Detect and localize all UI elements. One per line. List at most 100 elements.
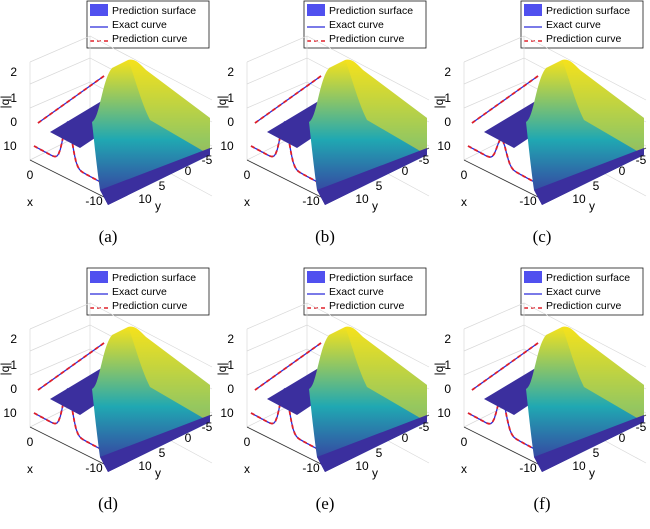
legend-swatch-surface <box>307 271 325 283</box>
surface-ridge-highlight <box>345 326 427 422</box>
legend-label: Exact curve <box>112 19 167 31</box>
y-tick-label: 5 <box>159 446 166 460</box>
panel-caption: (f) <box>534 494 551 513</box>
grid-line <box>523 35 647 101</box>
surface-front-plane <box>317 415 427 472</box>
legend-label: Exact curve <box>546 19 601 31</box>
surface-ridge-highlight <box>128 326 210 422</box>
surface-front-plane <box>317 148 427 205</box>
y-tick-label: 0 <box>185 431 192 445</box>
surface-front-plane <box>100 148 210 205</box>
exact-curve <box>467 137 539 185</box>
exact-curve <box>254 75 322 124</box>
legend-swatch-surface <box>524 271 542 283</box>
x-tick-label: 10 <box>220 139 234 153</box>
surface <box>267 326 427 472</box>
legend-label: Prediction surface <box>546 272 630 284</box>
y-tick-label: 0 <box>619 431 626 445</box>
surface <box>484 326 644 472</box>
x-axis-line <box>246 426 328 468</box>
legend-label: Prediction curve <box>546 300 621 312</box>
legend: Prediction surface Exact curve Prediction … <box>86 267 210 316</box>
chart-svg: Prediction surface Exact curve Prediction … <box>215 0 430 246</box>
x-tick-label: 10 <box>3 139 17 153</box>
panel-caption: (e) <box>316 494 335 513</box>
legend: Prediction surface Exact curve Prediction … <box>303 267 427 316</box>
exact-curve <box>254 342 322 391</box>
panel-b: Prediction surface Exact curve Prediction … <box>215 0 432 262</box>
x-axis-label: x <box>461 195 467 209</box>
y-tick-label: -5 <box>636 153 647 167</box>
surface-front-plane <box>534 415 644 472</box>
surface-front-plane <box>100 415 210 472</box>
x-tick-label: 0 <box>461 435 468 449</box>
grid-line <box>523 302 647 368</box>
legend: Prediction surface Exact curve Prediction … <box>520 267 644 316</box>
panel-e: Prediction surface Exact curve Prediction … <box>215 267 432 529</box>
y-tick-label: 5 <box>593 179 600 193</box>
legend-label: Prediction surface <box>112 272 196 284</box>
surface-ridge-highlight <box>345 59 427 155</box>
legend-label: Prediction curve <box>329 300 404 312</box>
x-axis-label: x <box>244 195 250 209</box>
z-tick-label: 2 <box>444 65 451 79</box>
legend: Prediction surface Exact curve Prediction … <box>303 0 427 49</box>
y-tick-label: -5 <box>202 153 213 167</box>
y-tick-label: 0 <box>619 164 626 178</box>
z-tick-label: 1 <box>10 358 17 372</box>
y-tick-label: 10 <box>138 192 152 206</box>
surface <box>50 59 210 205</box>
y-tick-label: 0 <box>402 164 409 178</box>
y-tick-label: 0 <box>402 431 409 445</box>
legend-label: Exact curve <box>329 286 384 298</box>
legend-label: Exact curve <box>112 286 167 298</box>
x-axis-label: x <box>27 462 33 476</box>
y-tick-label: 5 <box>376 446 383 460</box>
z-tick-label: 1 <box>444 91 451 105</box>
x-axis-line <box>463 426 545 468</box>
panel-d: Prediction surface Exact curve Prediction … <box>0 267 215 529</box>
x-axis-label: x <box>461 462 467 476</box>
y-tick-label: 10 <box>355 192 369 206</box>
surface-ridge-highlight <box>562 59 644 155</box>
x-tick-label: 0 <box>27 168 34 182</box>
legend-label: Prediction surface <box>112 5 196 17</box>
z-axis-label: |q| <box>0 96 12 109</box>
x-axis-label: x <box>27 195 33 209</box>
panel-f: Prediction surface Exact curve Prediction … <box>432 267 649 529</box>
x-tick-label: 0 <box>244 435 251 449</box>
y-tick-label: 10 <box>572 192 586 206</box>
x-tick-label: 0 <box>27 435 34 449</box>
y-axis-label: y <box>372 466 378 480</box>
z-axis-label: |q| <box>215 96 229 109</box>
y-tick-label: -5 <box>202 420 213 434</box>
y-axis-label: y <box>155 199 161 213</box>
legend-label: Prediction curve <box>112 300 187 312</box>
legend-swatch-surface <box>90 271 108 283</box>
panel-c: Prediction surface Exact curve Prediction … <box>432 0 649 262</box>
x-tick-label: -10 <box>519 461 537 475</box>
chart-svg: Prediction surface Exact curve Prediction … <box>432 0 647 246</box>
exact-curve <box>37 342 105 391</box>
y-axis-label: y <box>372 199 378 213</box>
panel-caption: (b) <box>315 227 335 246</box>
legend-swatch-surface <box>307 4 325 16</box>
legend-label: Prediction curve <box>112 33 187 45</box>
z-tick-label: 2 <box>10 332 17 346</box>
z-tick-label: 0 <box>444 382 451 396</box>
z-tick-label: 0 <box>227 382 234 396</box>
z-tick-label: 2 <box>227 65 234 79</box>
x-tick-label: -10 <box>519 194 537 208</box>
legend: Prediction surface Exact curve Prediction … <box>86 0 210 49</box>
chart-svg: Prediction surface Exact curve Prediction … <box>0 0 213 246</box>
z-axis-label: |q| <box>432 363 446 376</box>
y-tick-label: 0 <box>185 164 192 178</box>
x-tick-label: -10 <box>85 461 103 475</box>
y-tick-label: -5 <box>419 420 430 434</box>
surface <box>484 59 644 205</box>
z-tick-label: 1 <box>227 91 234 105</box>
x-tick-label: 0 <box>461 168 468 182</box>
